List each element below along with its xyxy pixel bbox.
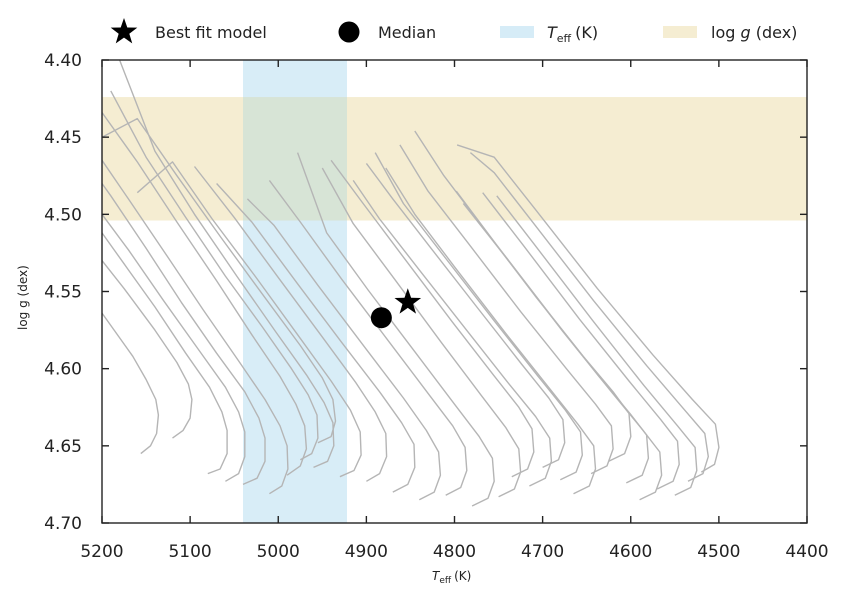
track-line	[193, 166, 388, 482]
legend-label-median: Median	[378, 23, 436, 42]
x-tick-label: 4600	[609, 542, 652, 562]
track-line	[496, 195, 698, 496]
evolution-tracks	[101, 59, 720, 507]
y-tick-label: 4.65	[44, 437, 82, 457]
y-tick-label: 4.55	[44, 283, 82, 303]
x-tick-label: 4700	[521, 542, 564, 562]
track-line	[101, 117, 337, 444]
track-line	[365, 162, 566, 469]
track-line	[462, 203, 663, 501]
x-axis-label: Teff (K)	[432, 569, 471, 586]
x-tick-label: 4400	[785, 542, 828, 562]
track-line	[321, 167, 522, 498]
x-axis-ticks: 5200 5100 5000 4900 4800 4700 4600 4500 4400	[80, 60, 829, 562]
track-line	[118, 59, 335, 469]
track-line	[352, 180, 553, 487]
track-line	[110, 90, 319, 461]
legend-star-icon	[110, 18, 138, 44]
y-tick-label: 4.50	[44, 205, 82, 225]
legend-item-best-fit: Best fit model	[110, 18, 267, 44]
median-marker	[370, 307, 392, 329]
track-line	[455, 190, 650, 484]
track-line	[101, 213, 246, 482]
track-line	[101, 232, 228, 475]
track-line	[101, 112, 308, 476]
logg-band	[102, 97, 807, 221]
track-line	[101, 183, 266, 486]
track-line	[101, 260, 193, 439]
track-line	[469, 152, 709, 482]
track-line	[374, 152, 583, 481]
track-line	[268, 179, 468, 496]
legend-logg-swatch	[663, 26, 697, 38]
track-line	[330, 159, 535, 478]
legend-label-teff: Teff (K)	[547, 23, 598, 45]
track-line	[246, 198, 442, 501]
legend-item-logg-band: log g (dex)	[663, 23, 797, 42]
legend-teff-swatch	[500, 26, 534, 38]
track-line	[399, 144, 614, 475]
x-tick-label: 4500	[697, 542, 740, 562]
x-tick-label: 5000	[257, 542, 300, 562]
x-tick-label: 5200	[80, 542, 123, 562]
legend-label-logg: log g (dex)	[711, 23, 797, 42]
track-line	[101, 159, 289, 495]
track-line	[101, 312, 160, 455]
plot-area: 5200 5100 5000 4900 4800 4700 4600 4500 4400 4.4…	[44, 51, 828, 562]
y-tick-label: 4.45	[44, 128, 82, 148]
x-tick-label: 4800	[433, 542, 476, 562]
track-line	[216, 183, 416, 493]
y-tick-label: 4.70	[44, 514, 82, 534]
track-line	[136, 161, 362, 478]
track-line	[296, 152, 495, 507]
legend-item-teff-band: Teff (K)	[500, 23, 598, 45]
best-fit-marker	[394, 288, 422, 314]
y-axis-ticks: 4.40 4.45 4.50 4.55 4.60 4.65 4.70	[44, 51, 807, 534]
y-tick-label: 4.60	[44, 360, 82, 380]
legend-label-best-fit: Best fit model	[155, 23, 267, 42]
y-axis-label: log g (dex)	[16, 265, 30, 330]
track-line	[482, 192, 680, 490]
legend-item-median: Median	[338, 21, 436, 43]
x-tick-label: 5100	[168, 542, 211, 562]
track-line	[385, 167, 597, 495]
x-tick-label: 4900	[345, 542, 388, 562]
legend: Best fit model Median Teff (K) log g (dex…	[110, 18, 797, 45]
legend-circle-icon	[338, 21, 360, 43]
track-line	[456, 144, 720, 473]
y-tick-label: 4.40	[44, 51, 82, 71]
band-overlap	[243, 97, 347, 221]
